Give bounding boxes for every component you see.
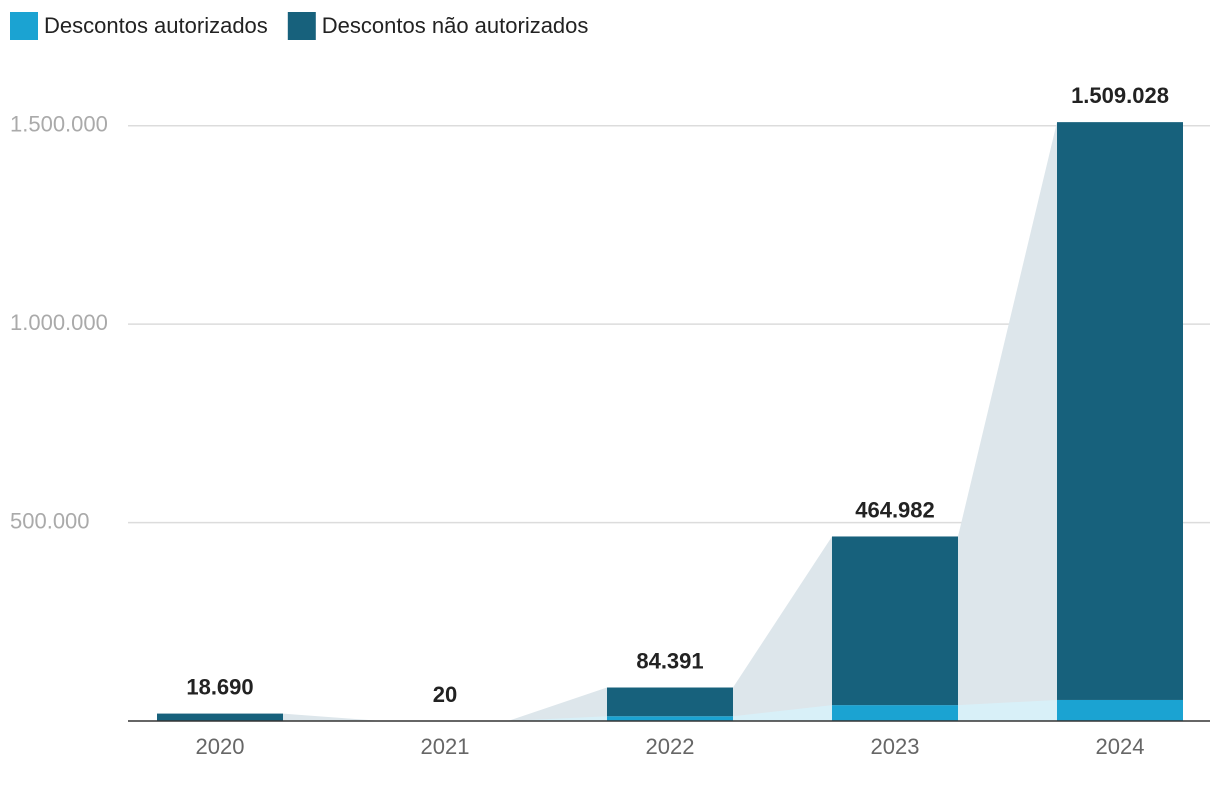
x-tick-label: 2022 (646, 734, 695, 759)
total-connector (283, 714, 382, 721)
legend-label: Descontos não autorizados (322, 13, 589, 38)
total-label: 84.391 (636, 648, 703, 673)
x-tick-label: 2023 (871, 734, 920, 759)
total-label: 1.509.028 (1071, 83, 1169, 108)
total-connector (958, 122, 1057, 721)
total-label: 464.982 (855, 497, 935, 522)
bar-segment (607, 688, 733, 717)
bar-segment (157, 714, 283, 721)
total-label: 20 (433, 682, 457, 707)
bar-segment (832, 705, 958, 721)
x-tick-label: 2024 (1096, 734, 1145, 759)
bar-segment (1057, 700, 1183, 721)
legend-swatch (10, 12, 38, 40)
y-tick-label: 500.000 (10, 508, 90, 533)
legend-swatch (288, 12, 316, 40)
bar-segment (1057, 122, 1183, 700)
x-tick-label: 2021 (421, 734, 470, 759)
bar-segment (832, 536, 958, 705)
total-connector (733, 536, 832, 721)
y-tick-label: 1.500.000 (10, 112, 108, 137)
total-connector (508, 688, 607, 721)
total-label: 18.690 (186, 674, 253, 699)
y-tick-label: 1.000.000 (10, 310, 108, 335)
legend-label: Descontos autorizados (44, 13, 268, 38)
x-tick-label: 2020 (196, 734, 245, 759)
